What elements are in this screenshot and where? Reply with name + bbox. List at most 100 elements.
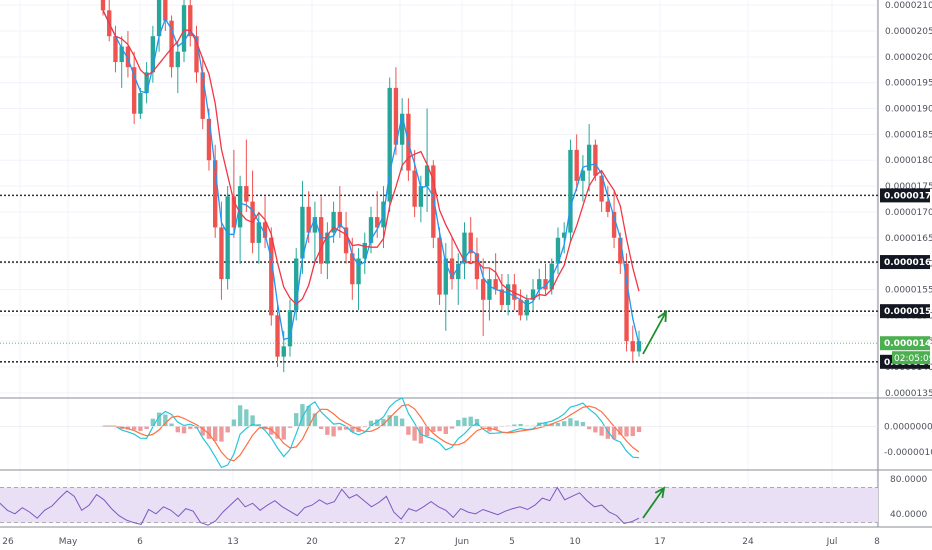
time-tick-label: 13	[227, 537, 238, 547]
candle	[312, 201, 318, 264]
candle-body	[543, 279, 548, 290]
candle-body	[113, 36, 118, 63]
candle	[156, 0, 162, 52]
macd-histogram-bar	[213, 426, 218, 441]
candle	[150, 25, 156, 83]
horizontal-levels	[0, 194, 878, 363]
candle	[343, 211, 349, 264]
macd-histogram-bar	[206, 426, 212, 439]
candle	[412, 149, 417, 218]
candle-body	[194, 36, 199, 73]
candle-body	[231, 196, 237, 228]
candle	[593, 139, 598, 181]
macd-histogram-bar	[368, 420, 374, 427]
candle-body	[256, 222, 261, 243]
candle	[611, 191, 617, 249]
candle-body	[468, 232, 473, 254]
candle	[512, 273, 517, 311]
macd-histogram-bar	[225, 426, 230, 433]
candle	[362, 232, 367, 274]
candle	[481, 258, 486, 336]
macd-tick-label: -0.00000100	[884, 448, 932, 458]
candle-body	[138, 93, 143, 114]
price-arrow	[642, 310, 667, 355]
candle	[630, 325, 635, 362]
candle	[474, 237, 480, 290]
macd-histogram-bar	[169, 423, 174, 427]
candle-body	[219, 227, 224, 280]
candle-body	[593, 144, 598, 176]
candle	[505, 273, 511, 316]
macd-histogram-bar	[350, 426, 355, 432]
arrow-head	[654, 486, 666, 499]
candle-body	[462, 232, 467, 264]
macd-histogram-bar	[474, 419, 480, 427]
candle-body	[562, 232, 567, 238]
time-tick-label: 8	[874, 537, 880, 547]
candle	[131, 51, 137, 125]
candle	[188, 0, 193, 47]
candle-body	[424, 165, 430, 187]
level-label-box	[880, 304, 930, 319]
macd-histogram-bar	[630, 426, 635, 437]
candle-body	[437, 237, 442, 295]
candle	[456, 253, 461, 305]
candle-body	[368, 217, 374, 243]
candle	[119, 36, 124, 88]
arrow-shaft	[642, 311, 667, 355]
candle-body	[188, 5, 193, 37]
candle-body	[206, 118, 212, 161]
candle-body	[399, 113, 405, 145]
candle-body	[431, 165, 436, 238]
macd-histogram-bar	[636, 426, 642, 433]
candle-body	[125, 46, 131, 68]
macd-histogram-bar	[599, 426, 604, 436]
candle-body	[318, 217, 324, 264]
candle-body	[387, 87, 392, 202]
candle	[237, 175, 243, 264]
macd-histogram-bar	[424, 426, 430, 437]
candle-body	[481, 279, 486, 300]
candle	[262, 196, 268, 249]
candle	[443, 242, 448, 331]
macd-histogram-bar	[611, 426, 617, 440]
candle-body	[213, 160, 218, 228]
macd-histogram-bar	[250, 415, 255, 427]
macd-histogram-bar	[200, 426, 205, 436]
macd-histogram-bar	[605, 426, 611, 439]
macd-histogram-bar	[331, 426, 336, 437]
candle-body	[225, 196, 230, 280]
macd-histogram-bar	[294, 413, 299, 427]
candle	[449, 237, 455, 290]
candle-body	[269, 237, 274, 316]
rsi-band	[0, 487, 878, 523]
time-tick-label: Jul	[826, 537, 838, 547]
time-tick-label: 10	[569, 537, 581, 547]
candle	[368, 206, 374, 254]
macd-histogram-bar	[275, 426, 280, 439]
macd-tick-label: 0.00000000	[884, 422, 932, 432]
candle-body	[244, 186, 249, 202]
arrow-shaft	[642, 487, 665, 519]
macd-histogram-bar	[150, 418, 156, 427]
candle-body	[530, 289, 536, 300]
macd-histogram-bar	[431, 426, 436, 433]
macd-histogram-bar	[555, 422, 561, 427]
candle	[219, 201, 224, 300]
candle	[125, 31, 131, 78]
candle-body	[449, 258, 455, 280]
macd-histogram-bar	[318, 426, 324, 429]
macd-histogram-bar	[549, 423, 554, 427]
arrow-head	[657, 310, 667, 323]
macd-histogram-bar	[362, 426, 367, 428]
macd-line	[103, 397, 640, 469]
candle	[580, 155, 586, 202]
candle	[256, 211, 261, 264]
macd-histogram-bar	[437, 426, 442, 432]
candle	[175, 41, 180, 94]
candle	[393, 67, 399, 156]
